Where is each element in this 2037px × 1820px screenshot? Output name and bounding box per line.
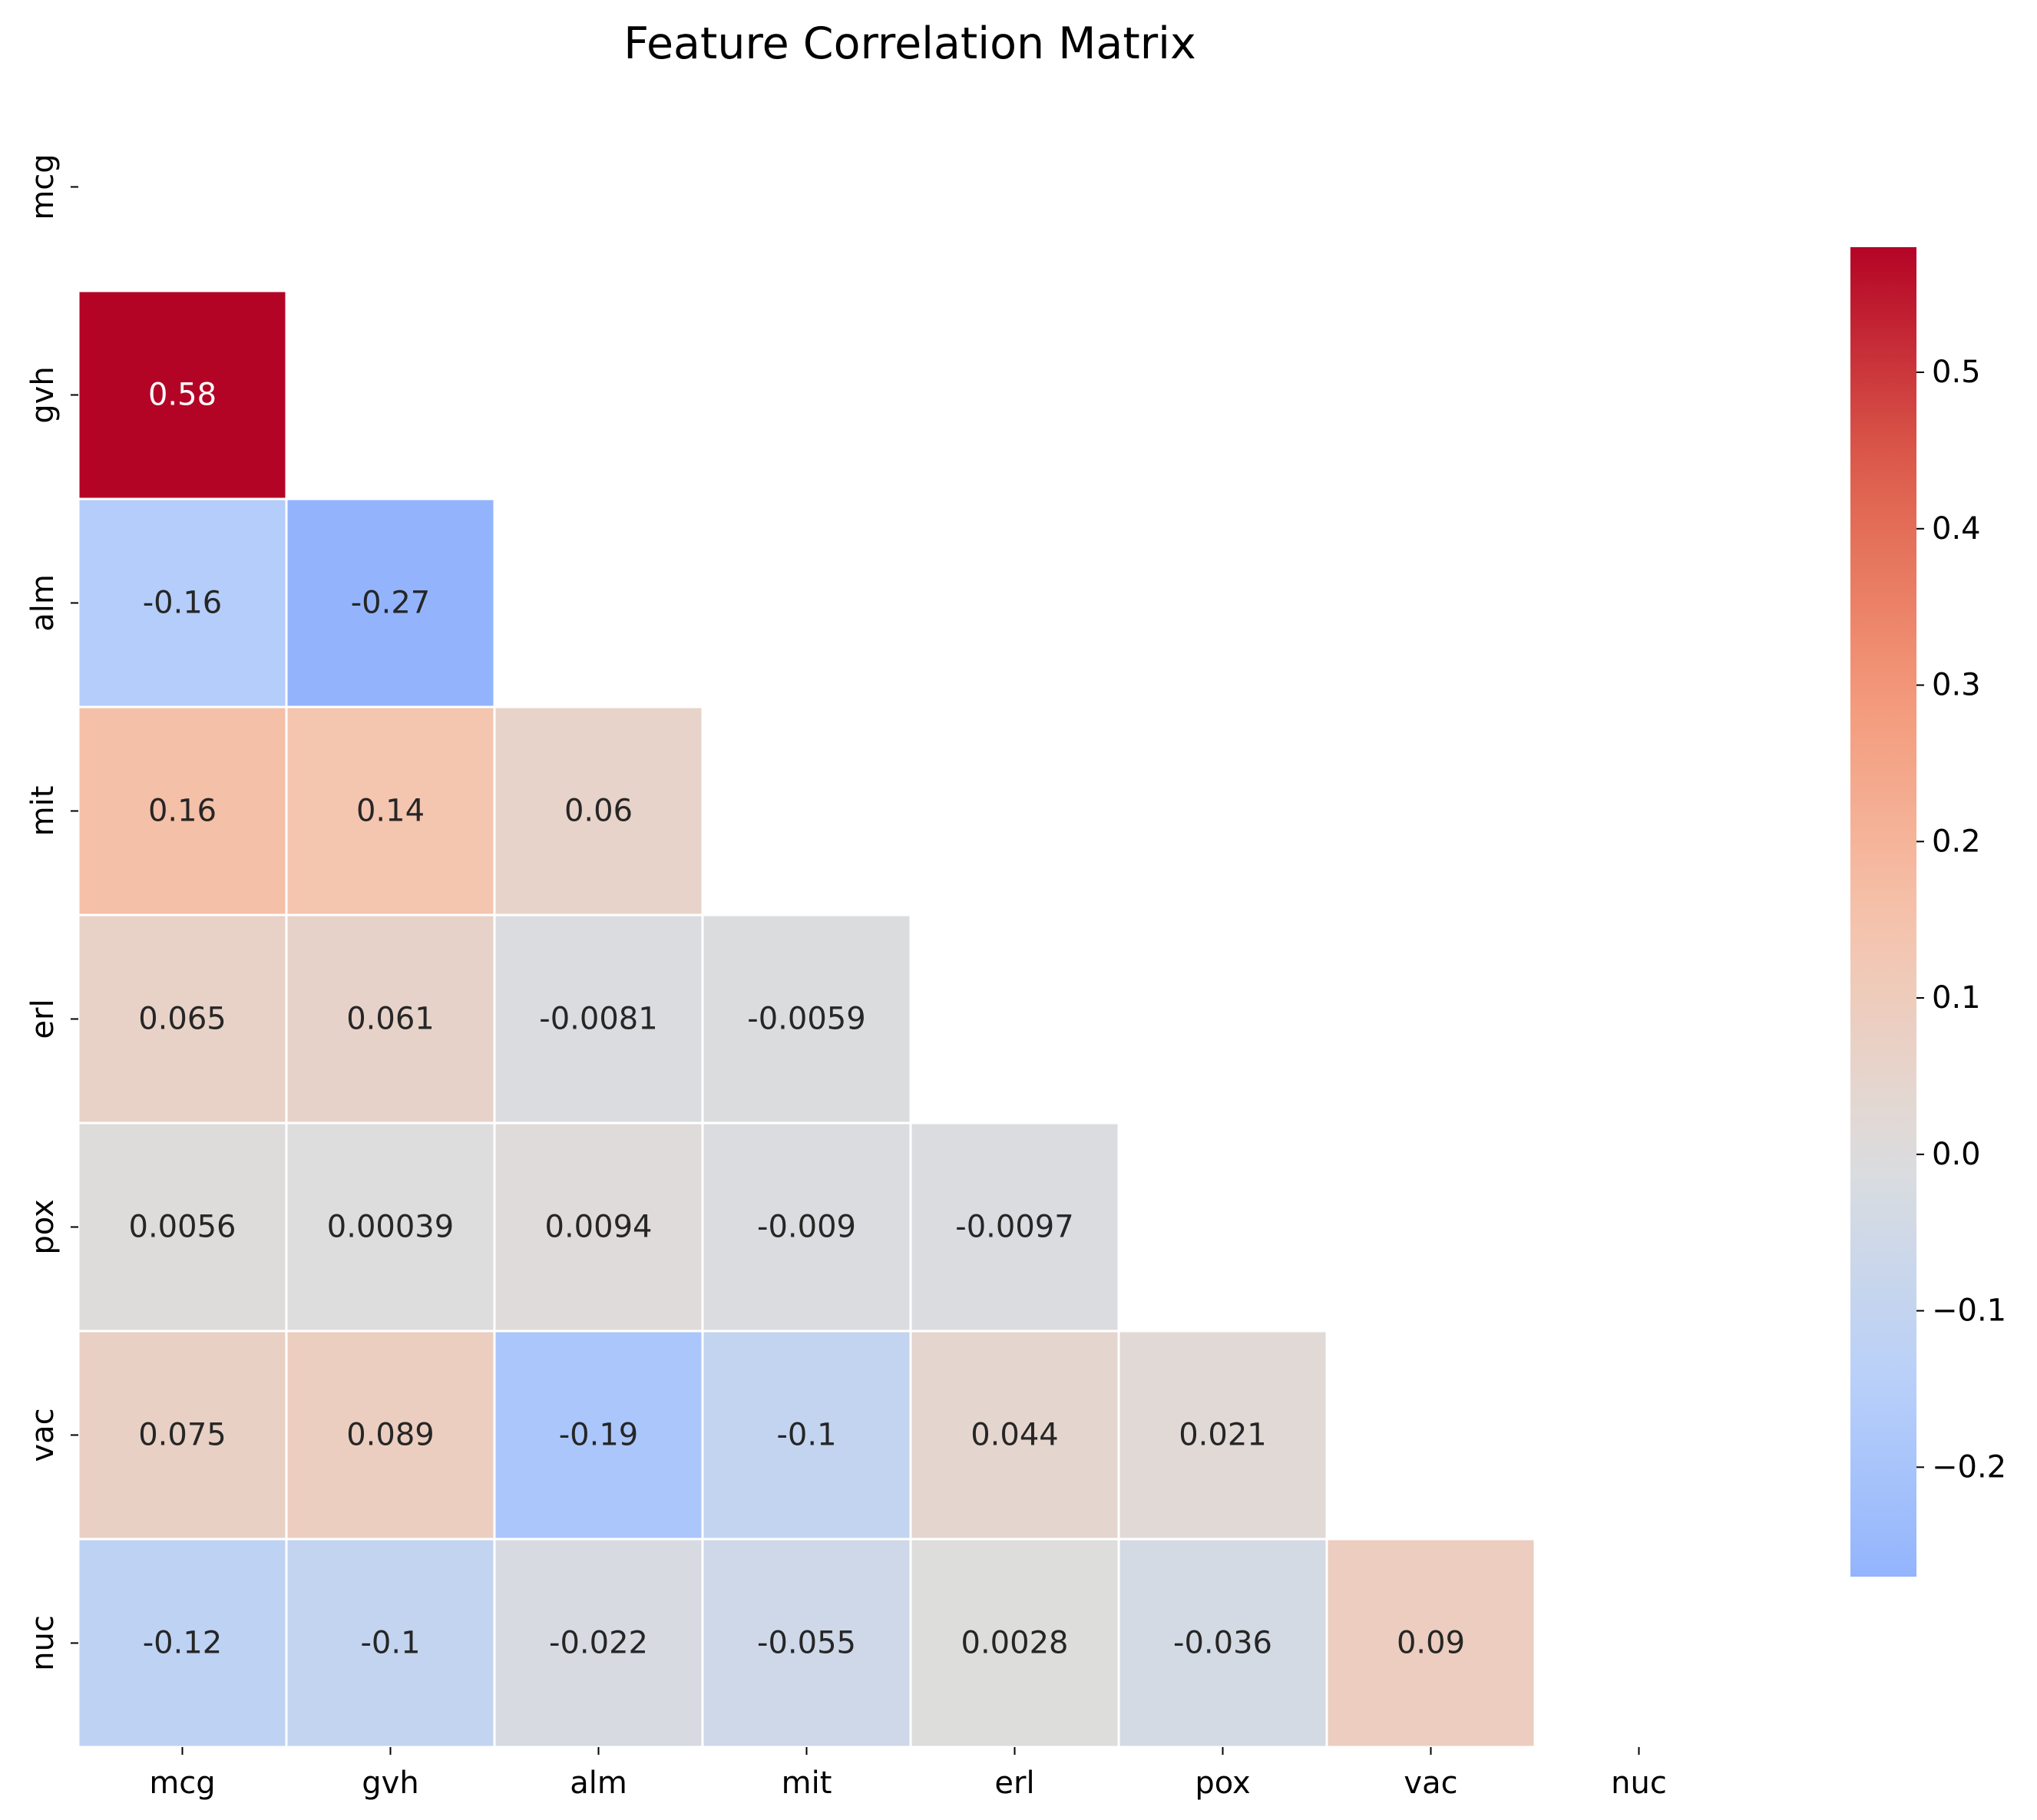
heatmap-cell-nuc-pox bbox=[1117, 1538, 1328, 1749]
heatmap-cell-vac-pox bbox=[1117, 1329, 1328, 1541]
cell-value-label-pox-alm: 0.0094 bbox=[545, 1210, 653, 1245]
cell-value-label-vac-erl: 0.044 bbox=[971, 1418, 1059, 1453]
y-tick-label-erl: erl bbox=[25, 999, 61, 1039]
colorbar-tick-label-4: 0.1 bbox=[1932, 980, 1981, 1016]
x-tick-label-mcg: mcg bbox=[149, 1765, 215, 1801]
x-tick-label-mit: mit bbox=[782, 1765, 832, 1801]
cell-value-label-nuc-mit: -0.055 bbox=[757, 1626, 856, 1661]
cell-value-label-pox-mit: -0.009 bbox=[757, 1210, 856, 1245]
cell-value-label-pox-gvh: 0.00039 bbox=[327, 1210, 454, 1245]
cell-value-label-vac-gvh: 0.089 bbox=[346, 1418, 435, 1453]
x-tick-label-alm: alm bbox=[570, 1765, 627, 1801]
heatmap-cell-erl-mit bbox=[701, 913, 912, 1125]
x-tick-label-vac: vac bbox=[1404, 1765, 1457, 1801]
cell-value-label-nuc-mcg: -0.12 bbox=[143, 1626, 223, 1661]
heatmap-cell-vac-mit bbox=[701, 1329, 912, 1541]
heatmap-cell-mit-gvh bbox=[285, 705, 496, 917]
colorbar-tick-label-3: 0.2 bbox=[1932, 824, 1981, 859]
heatmap-cell-mit-mcg bbox=[77, 705, 288, 917]
heatmap-cell-pox-mit bbox=[701, 1121, 912, 1333]
x-tick-label-gvh: gvh bbox=[362, 1765, 418, 1801]
y-tick-label-gvh: gvh bbox=[25, 366, 61, 423]
x-tick-label-erl: erl bbox=[994, 1765, 1034, 1801]
colorbar-tick-label-6: −0.1 bbox=[1932, 1293, 2006, 1329]
heatmap-cell-mit-alm bbox=[493, 705, 704, 917]
heatmap-cell-nuc-vac bbox=[1325, 1538, 1536, 1749]
cell-value-label-erl-gvh: 0.061 bbox=[346, 1002, 435, 1037]
y-tick-label-mit: mit bbox=[25, 786, 61, 837]
heatmap-cell-alm-mcg bbox=[77, 497, 288, 709]
colorbar-tick-label-0: 0.5 bbox=[1932, 355, 1981, 390]
heatmap-cell-nuc-gvh bbox=[285, 1538, 496, 1749]
y-tick-label-mcg: mcg bbox=[25, 154, 61, 220]
colorbar-tick-label-2: 0.3 bbox=[1932, 668, 1981, 703]
y-tick-label-vac: vac bbox=[25, 1408, 61, 1462]
heatmap-cell-vac-erl bbox=[909, 1329, 1120, 1541]
heatmap-cell-nuc-mcg bbox=[77, 1538, 288, 1749]
cell-value-label-vac-pox: 0.021 bbox=[1179, 1418, 1267, 1453]
x-tick-label-nuc: nuc bbox=[1611, 1765, 1667, 1801]
y-tick-label-alm: alm bbox=[25, 574, 61, 632]
y-tick-label-pox: pox bbox=[25, 1199, 61, 1254]
cell-value-label-mit-gvh: 0.14 bbox=[356, 794, 425, 829]
cell-value-label-alm-mcg: -0.16 bbox=[143, 586, 223, 621]
cell-value-label-nuc-vac: 0.09 bbox=[1397, 1626, 1465, 1661]
x-tick-label-pox: pox bbox=[1195, 1765, 1250, 1801]
colorbar-tick-label-5: 0.0 bbox=[1932, 1137, 1981, 1172]
cell-value-label-mit-mcg: 0.16 bbox=[148, 794, 217, 829]
cell-value-label-erl-mcg: 0.065 bbox=[138, 1002, 227, 1037]
heatmap-cell-nuc-mit bbox=[701, 1538, 912, 1749]
cell-value-label-alm-gvh: -0.27 bbox=[351, 586, 431, 621]
heatmap-cell-pox-gvh bbox=[285, 1121, 496, 1333]
y-axis: mcg gvh alm mit erl pox vac nuc bbox=[25, 154, 78, 1671]
cell-value-label-mit-alm: 0.06 bbox=[564, 794, 633, 829]
cell-value-label-erl-mit: -0.0059 bbox=[747, 1002, 865, 1037]
cell-value-label-pox-mcg: 0.0056 bbox=[129, 1210, 236, 1245]
chart-title: Feature Correlation Matrix bbox=[623, 18, 1195, 69]
cell-value-label-vac-mit: -0.1 bbox=[776, 1418, 836, 1453]
colorbar-tick-label-1: 0.4 bbox=[1932, 511, 1981, 547]
x-axis: mcg gvh alm mit erl pox vac nuc bbox=[149, 1747, 1667, 1801]
cell-value-label-pox-erl: -0.0097 bbox=[955, 1210, 1073, 1245]
cell-value-label-nuc-gvh: -0.1 bbox=[360, 1626, 420, 1661]
cell-value-label-vac-mcg: 0.075 bbox=[138, 1418, 227, 1453]
heatmap-cell-alm-gvh bbox=[285, 497, 496, 709]
heatmap-cell-vac-alm bbox=[493, 1329, 704, 1541]
colorbar-gradient bbox=[1850, 247, 1916, 1577]
cell-value-label-nuc-erl: 0.0028 bbox=[961, 1626, 1069, 1661]
heatmap-cell-erl-gvh bbox=[285, 913, 496, 1125]
cell-value-label-nuc-alm: -0.022 bbox=[549, 1626, 648, 1661]
heatmap-cell-vac-gvh bbox=[285, 1329, 496, 1541]
cell-value-label-gvh-mcg: 0.58 bbox=[148, 378, 217, 413]
heatmap-cell-pox-alm bbox=[493, 1121, 704, 1333]
cell-value-label-vac-alm: -0.19 bbox=[559, 1418, 639, 1453]
heatmap-cells: 0.58 -0.16 -0.27 0.16 0.14 0.06 0.065 0.061 -0.0… bbox=[77, 289, 1536, 1749]
heatmap-cell-pox-erl bbox=[909, 1121, 1120, 1333]
colorbar-tick-label-7: −0.2 bbox=[1932, 1449, 2006, 1485]
y-tick-label-nuc: nuc bbox=[25, 1615, 61, 1671]
cell-value-label-erl-alm: -0.0081 bbox=[539, 1002, 657, 1037]
cell-value-label-nuc-pox: -0.036 bbox=[1173, 1626, 1272, 1661]
colorbar: 0.5 0.4 0.3 0.2 0.1 0.0 −0.1 −0.2 bbox=[1850, 247, 2006, 1577]
heatmap-cell-gvh-mcg bbox=[77, 289, 288, 500]
